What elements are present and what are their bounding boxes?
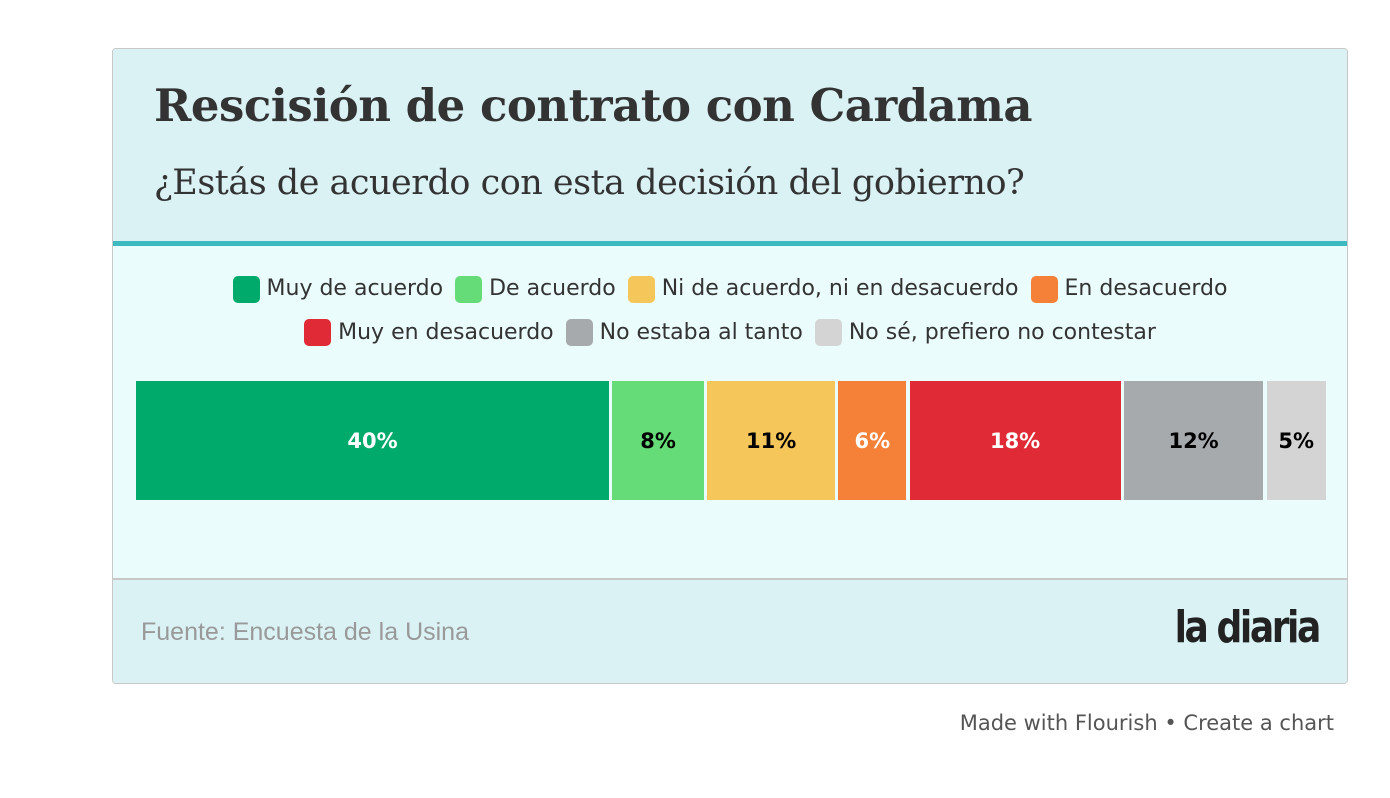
legend-item[interactable]: En desacuerdo <box>1030 271 1228 307</box>
flourish-credit: Made with Flourish • Create a chart <box>960 711 1334 735</box>
bar-segment[interactable]: 5% <box>1266 381 1326 500</box>
legend-item[interactable]: No estaba al tanto <box>565 315 803 351</box>
legend-label: De acuerdo <box>489 276 616 301</box>
bar-value-label: 12% <box>1168 428 1219 453</box>
credit-separator: • <box>1164 711 1177 735</box>
legend-row: Muy de acuerdo De acuerdo Ni de acuerdo, n… <box>113 271 1347 315</box>
legend-swatch <box>814 319 842 346</box>
la-diaria-logo[interactable]: la diaria <box>1174 602 1322 653</box>
header-divider <box>113 241 1347 246</box>
bar-segment[interactable]: 12% <box>1123 381 1267 500</box>
chart-title: Rescisión de contrato con Cardama <box>154 79 1033 132</box>
chart-subtitle: ¿Estás de acuerdo con esta decisión del … <box>154 163 1025 203</box>
bar-value-label: 11% <box>746 428 797 453</box>
legend-item[interactable]: Muy de acuerdo <box>232 271 444 307</box>
legend-item[interactable]: No sé, prefiero no contestar <box>814 315 1156 351</box>
bar-value-label: 8% <box>640 428 676 453</box>
chart-card: Rescisión de contrato con Cardama ¿Estás… <box>112 48 1348 684</box>
legend-swatch <box>565 319 593 346</box>
bar-value-label: 40% <box>347 428 398 453</box>
legend-row: Muy en desacuerdo No estaba al tanto No sé… <box>113 315 1347 359</box>
legend-label: Muy en desacuerdo <box>338 319 554 345</box>
legend-item[interactable]: Muy en desacuerdo <box>304 315 554 351</box>
legend-label: Muy de acuerdo <box>266 276 444 301</box>
legend-swatch <box>1030 275 1058 303</box>
bar-segment[interactable]: 6% <box>838 381 910 500</box>
chart-legend: Muy de acuerdo De acuerdo Ni de acuerdo, n… <box>113 271 1347 358</box>
made-with-flourish-link[interactable]: Made with Flourish <box>959 711 1158 735</box>
bar-segment[interactable]: 18% <box>909 381 1124 500</box>
source-note: Fuente: Encuesta de la Usina <box>141 618 469 646</box>
legend-swatch <box>232 275 260 303</box>
bar-segment[interactable]: 11% <box>707 381 839 500</box>
chart-footer: Fuente: Encuesta de la Usina la diaria <box>113 578 1347 683</box>
create-chart-link[interactable]: Create a chart <box>1183 711 1334 735</box>
legend-label: No estaba al tanto <box>599 319 803 345</box>
legend-swatch <box>455 275 483 303</box>
legend-swatch <box>627 275 655 303</box>
chart-header: Rescisión de contrato con Cardama ¿Estás… <box>113 49 1347 241</box>
legend-item[interactable]: Ni de acuerdo, ni en desacuerdo <box>627 271 1019 307</box>
bar-value-label: 6% <box>854 428 891 453</box>
stacked-bar: 40% 8% 11% 6% 18% 12% 5% <box>136 381 1326 500</box>
bar-segment[interactable]: 40% <box>136 381 612 500</box>
bar-value-label: 5% <box>1278 428 1315 453</box>
legend-item[interactable]: De acuerdo <box>455 271 616 307</box>
legend-label: Ni de acuerdo, ni en desacuerdo <box>661 276 1019 301</box>
bar-segment[interactable]: 8% <box>612 381 708 500</box>
legend-swatch <box>304 319 332 346</box>
legend-label: No sé, prefiero no contestar <box>848 319 1156 345</box>
legend-label: En desacuerdo <box>1064 276 1228 301</box>
bar-value-label: 18% <box>989 428 1041 453</box>
